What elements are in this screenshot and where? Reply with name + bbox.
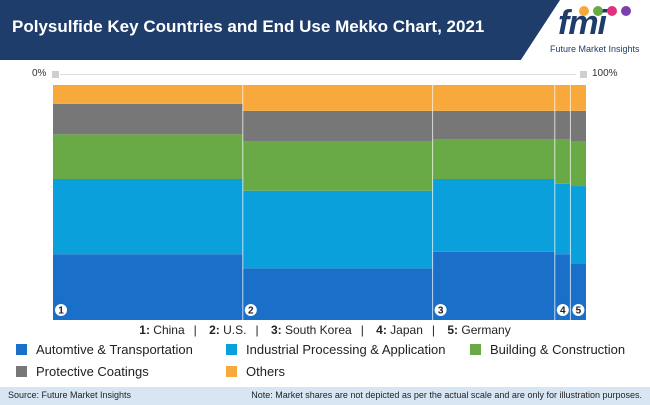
mekko-segment bbox=[53, 103, 243, 135]
country-legend: 1: China | 2: U.S. | 3: South Korea | 4: Ja… bbox=[139, 323, 511, 337]
legend-item-automotive: Automtive & Transportation bbox=[16, 342, 193, 357]
scale-left-label: 0% bbox=[32, 68, 47, 79]
mekko-segment bbox=[554, 139, 571, 184]
legend-swatch bbox=[470, 344, 481, 355]
column-marker-label: 4 bbox=[560, 306, 566, 317]
legend-item-protective: Protective Coatings bbox=[16, 364, 149, 379]
legend-swatch bbox=[16, 344, 27, 355]
mekko-segment bbox=[242, 85, 433, 111]
country-legend-item-4: 4: Japan bbox=[376, 323, 423, 337]
column-marker bbox=[571, 303, 586, 317]
column-marker bbox=[243, 303, 258, 317]
column-marker bbox=[555, 303, 570, 317]
column-marker bbox=[54, 303, 68, 317]
mekko-segment bbox=[432, 251, 555, 320]
column-marker-label: 3 bbox=[438, 306, 444, 317]
legend-swatch bbox=[16, 366, 27, 377]
mekko-segment bbox=[53, 254, 243, 320]
legend-item-industrial: Industrial Processing & Application bbox=[226, 342, 445, 357]
mekko-segment bbox=[554, 110, 571, 140]
scale-left-marker bbox=[52, 71, 59, 78]
legend-swatch bbox=[226, 344, 237, 355]
scale-right-marker bbox=[580, 71, 587, 78]
footer: Source: Future Market Insights Note: Mar… bbox=[0, 387, 650, 405]
mekko-segment bbox=[53, 85, 243, 104]
country-legend-item-2: 2: U.S. bbox=[209, 323, 247, 337]
fmi-logo: fmi Future Market Insights bbox=[548, 4, 644, 60]
logo-wordmark: fmi bbox=[558, 4, 607, 42]
country-legend-item-5: 5: Germany bbox=[447, 323, 511, 337]
column-marker-label: 2 bbox=[248, 306, 254, 317]
mekko-segment bbox=[570, 263, 586, 320]
mekko-segment bbox=[554, 254, 571, 320]
mekko-segment bbox=[242, 110, 433, 142]
legend-swatch bbox=[226, 366, 237, 377]
legend-item-others: Others bbox=[226, 364, 285, 379]
chart-title: Polysulfide Key Countries and End Use Me… bbox=[12, 17, 485, 36]
mekko-segment bbox=[432, 85, 555, 111]
column-marker-label: 5 bbox=[576, 306, 582, 317]
logo-tagline: Future Market Insights bbox=[550, 44, 640, 54]
mekko-segment bbox=[53, 134, 243, 179]
mekko-segment bbox=[432, 179, 555, 252]
mekko-segment bbox=[53, 179, 243, 255]
mekko-segment bbox=[432, 139, 555, 179]
mekko-segment bbox=[242, 190, 433, 269]
footer-note: Note: Market shares are not depicted as … bbox=[251, 390, 642, 400]
mekko-segment bbox=[570, 141, 586, 187]
mekko-segment bbox=[570, 186, 586, 264]
column-marker-label: 1 bbox=[58, 306, 64, 317]
column-marker bbox=[433, 303, 448, 317]
mekko-segment bbox=[242, 268, 433, 320]
mekko-segment bbox=[554, 183, 571, 255]
footer-source: Source: Future Market Insights bbox=[8, 390, 132, 400]
scale-right-label: 100% bbox=[592, 68, 618, 79]
scale-line bbox=[60, 74, 576, 75]
title-bar: Polysulfide Key Countries and End Use Me… bbox=[0, 0, 560, 60]
mekko-segment bbox=[242, 141, 433, 191]
logo-icons bbox=[579, 6, 631, 16]
legend-item-building: Building & Construction bbox=[470, 342, 625, 357]
country-legend-item-3: 3: South Korea bbox=[270, 323, 352, 337]
mekko-segment bbox=[570, 110, 586, 142]
mekko-segment bbox=[554, 85, 571, 111]
country-legend-item-1: 1: China bbox=[139, 323, 185, 337]
mekko-segment bbox=[432, 110, 555, 140]
mekko-segment bbox=[570, 85, 586, 111]
header: Polysulfide Key Countries and End Use Me… bbox=[0, 0, 650, 62]
